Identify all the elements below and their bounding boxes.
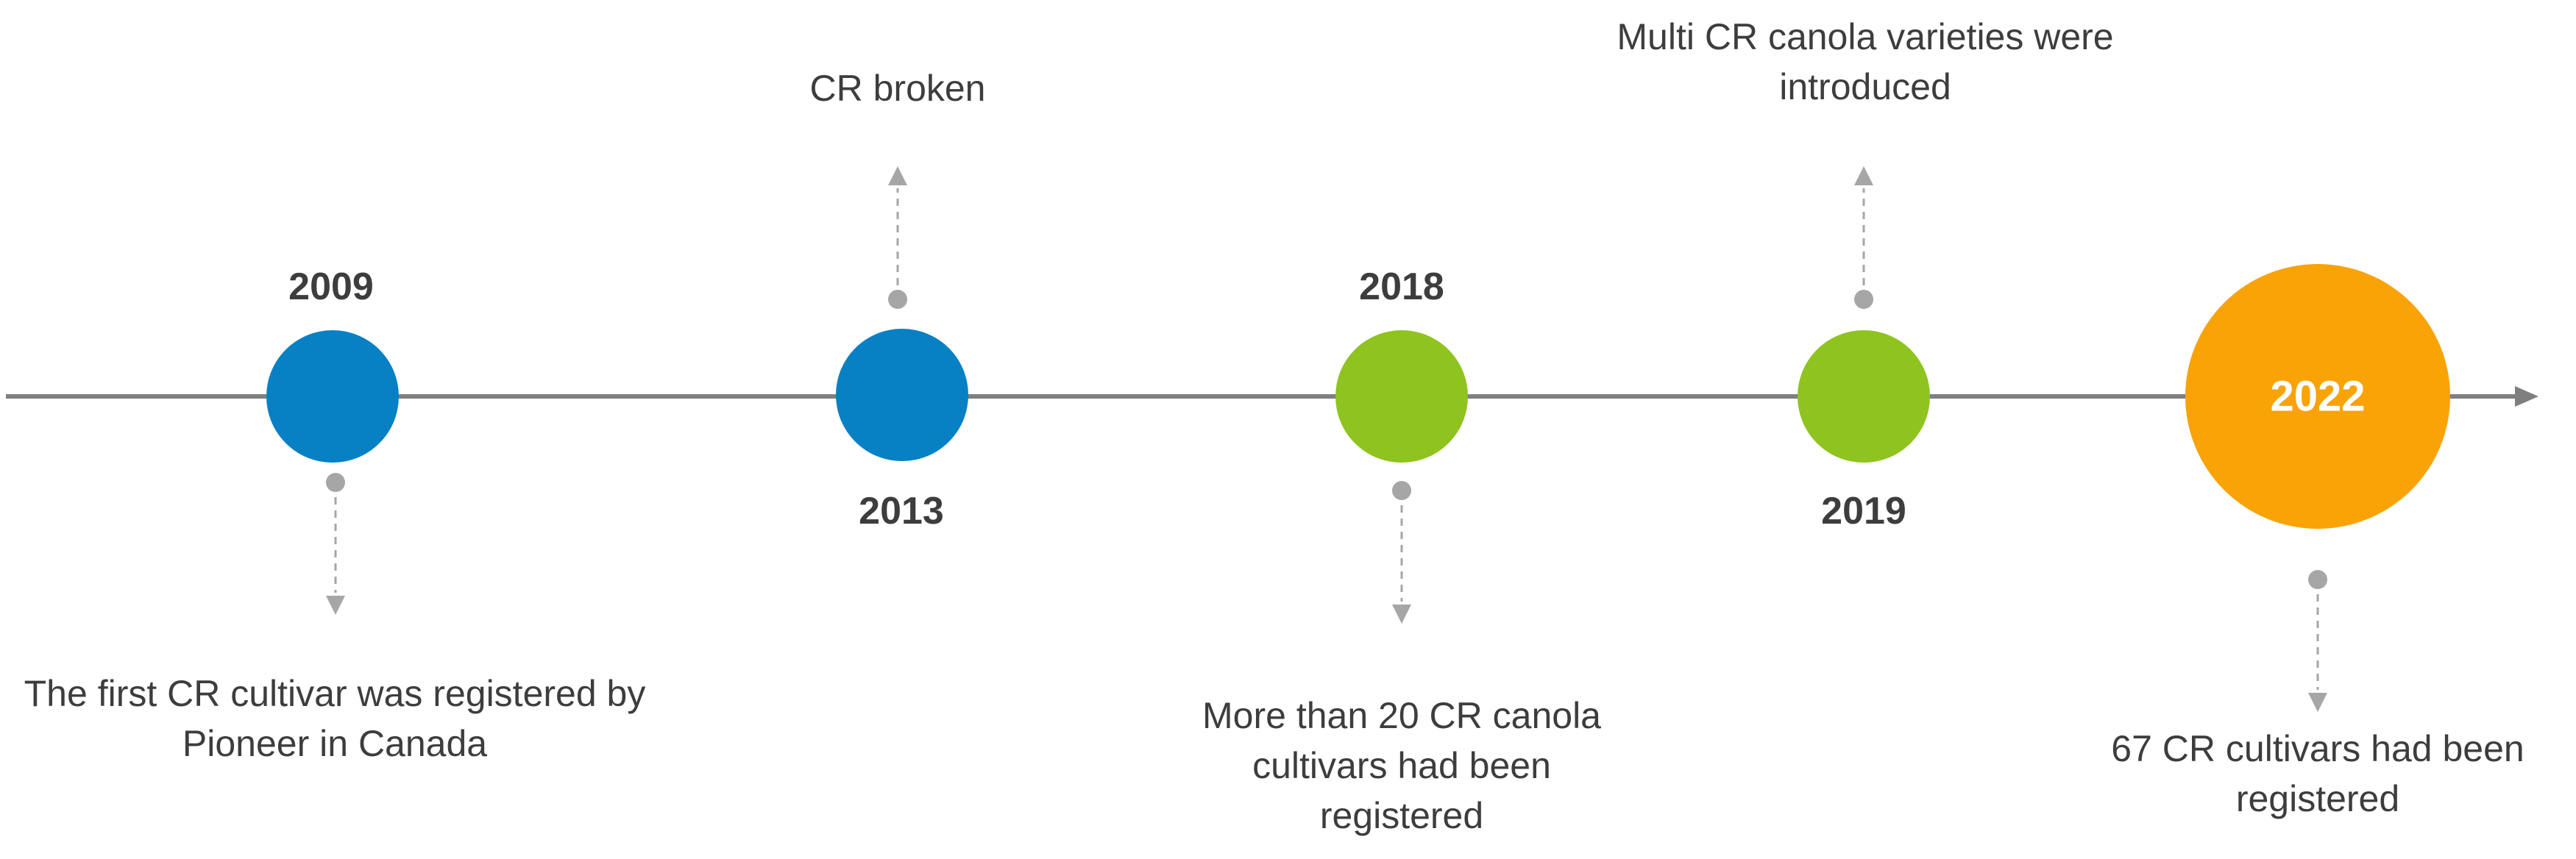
connector-2009	[326, 473, 345, 615]
node-2018	[1335, 330, 1468, 463]
node-2022: 2022	[2185, 264, 2450, 529]
description-2013: CR broken	[809, 68, 986, 109]
description-2022: 67 CR cultivars had been registered	[2111, 728, 2524, 819]
description-2018: More than 20 CR canola cultivars had bee…	[1202, 695, 1601, 836]
node-2009	[266, 330, 399, 463]
node-2019	[1798, 330, 1930, 463]
connector-2013	[888, 166, 907, 309]
description-2019: Multi CR canola varieties were introduce…	[1617, 16, 2114, 107]
year-label-2018: 2018	[1359, 265, 1444, 308]
year-label-2019: 2019	[1821, 490, 1906, 532]
year-label-2013: 2013	[859, 490, 944, 532]
connector-2022	[2308, 570, 2327, 712]
connector-2019	[1854, 166, 1873, 309]
year-label-2022: 2022	[2270, 372, 2366, 421]
year-label-2009: 2009	[288, 265, 374, 308]
description-2009: The first CR cultivar was registered by …	[24, 673, 646, 764]
connector-2018	[1392, 481, 1411, 624]
node-2013	[836, 329, 968, 461]
timeline-arrowhead	[2515, 386, 2538, 407]
